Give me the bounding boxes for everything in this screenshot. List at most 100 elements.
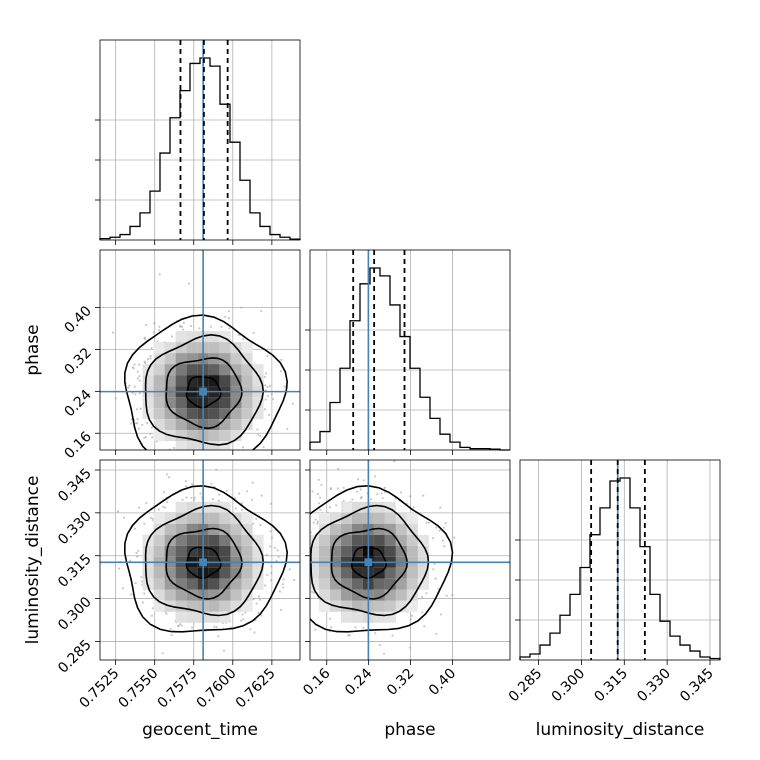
sample-point-phase-vs-luminosity-distance (439, 613, 442, 616)
sample-point-geocent-time-vs-luminosity-distance (215, 468, 218, 471)
ytick-label-luminosity-distance: 0.330 (55, 508, 95, 548)
sample-point-phase-vs-luminosity-distance (409, 495, 412, 498)
sample-point-phase-vs-luminosity-distance (369, 498, 373, 501)
sample-point-phase-vs-luminosity-distance (329, 488, 333, 491)
sample-point-geocent-time-vs-phase (268, 385, 272, 388)
sample-point-phase-vs-luminosity-distance (306, 575, 308, 577)
sample-point-geocent-time-vs-phase (112, 331, 115, 334)
hist-frame-luminosity-distance (519, 459, 721, 661)
sample-point-geocent-time-vs-phase (149, 432, 152, 435)
density-bin-geocent-time-vs-phase (186, 430, 198, 442)
sample-point-phase-vs-luminosity-distance (357, 478, 360, 481)
sample-point-geocent-time-vs-luminosity-distance (280, 608, 283, 612)
density-bin-geocent-time-vs-phase (186, 364, 198, 376)
sample-point-phase-vs-luminosity-distance (304, 547, 306, 549)
density-bin-phase-vs-luminosity-distance (340, 611, 352, 623)
sample-point-geocent-time-vs-phase (207, 455, 209, 457)
density-bin-geocent-time-vs-luminosity-distance (153, 523, 165, 535)
sample-point-geocent-time-vs-luminosity-distance (269, 530, 272, 533)
sample-point-geocent-time-vs-luminosity-distance (177, 666, 179, 668)
density-bin-geocent-time-vs-phase (219, 430, 231, 442)
density-bin-geocent-time-vs-luminosity-distance (208, 600, 220, 612)
density-bin-geocent-time-vs-luminosity-distance (230, 578, 242, 590)
sample-point-geocent-time-vs-phase (240, 456, 242, 458)
sample-point-phase-vs-luminosity-distance (362, 626, 365, 629)
sample-point-geocent-time-vs-phase (228, 327, 231, 330)
density-bin-geocent-time-vs-luminosity-distance (219, 589, 231, 601)
density-bin-phase-vs-luminosity-distance (395, 589, 407, 601)
sample-point-geocent-time-vs-luminosity-distance (140, 576, 143, 579)
density-bin-phase-vs-luminosity-distance (373, 534, 385, 546)
density-bin-phase-vs-luminosity-distance (395, 534, 407, 546)
sample-point-phase-vs-luminosity-distance (441, 539, 444, 542)
sample-point-geocent-time-vs-phase (138, 427, 141, 430)
density-bin-geocent-time-vs-phase (241, 397, 253, 409)
sample-point-geocent-time-vs-luminosity-distance (181, 498, 184, 501)
sample-point-geocent-time-vs-phase (182, 321, 185, 324)
contour-phase-vs-luminosity-distance (310, 484, 454, 633)
density-bin-geocent-time-vs-luminosity-distance (208, 589, 220, 601)
sample-point-geocent-time-vs-luminosity-distance (257, 595, 261, 598)
sample-point-geocent-time-vs-phase (136, 418, 139, 421)
density-bin-geocent-time-vs-luminosity-distance (219, 578, 231, 590)
sample-point-phase-vs-luminosity-distance (412, 506, 415, 509)
density-bin-phase-vs-luminosity-distance (318, 523, 330, 535)
sample-point-geocent-time-vs-phase (136, 422, 139, 425)
sample-point-geocent-time-vs-luminosity-distance (129, 559, 132, 562)
ytick-label-luminosity-distance: 0.300 (55, 594, 95, 634)
sample-point-phase-vs-luminosity-distance (314, 518, 317, 521)
sample-point-phase-vs-luminosity-distance (420, 595, 424, 599)
sample-point-geocent-time-vs-phase (260, 309, 263, 312)
density-bin-geocent-time-vs-luminosity-distance (164, 567, 176, 579)
sample-point-geocent-time-vs-phase (158, 325, 161, 328)
sample-point-geocent-time-vs-phase (263, 408, 267, 411)
sample-point-geocent-time-vs-phase (143, 336, 146, 339)
density-bin-geocent-time-vs-phase (175, 397, 187, 409)
sample-point-geocent-time-vs-luminosity-distance (252, 598, 255, 601)
sample-point-geocent-time-vs-luminosity-distance (193, 496, 196, 499)
sample-point-phase-vs-luminosity-distance (302, 538, 304, 540)
sample-point-geocent-time-vs-phase (158, 273, 161, 276)
density-bin-geocent-time-vs-phase (219, 364, 231, 376)
density-bin-geocent-time-vs-phase (219, 419, 231, 431)
sample-point-geocent-time-vs-luminosity-distance (199, 492, 202, 495)
density-bin-geocent-time-vs-luminosity-distance (241, 545, 253, 557)
density-bin-geocent-time-vs-luminosity-distance (219, 567, 231, 579)
hist-frame-phase (309, 249, 511, 451)
sample-point-geocent-time-vs-luminosity-distance (281, 583, 284, 586)
sample-point-geocent-time-vs-phase (189, 324, 193, 327)
sample-point-geocent-time-vs-phase (241, 446, 244, 449)
density-bin-phase-vs-luminosity-distance (395, 567, 407, 579)
sample-point-geocent-time-vs-phase (150, 426, 153, 429)
density-bin-geocent-time-vs-phase (252, 375, 264, 387)
xtick-label-luminosity-distance: 0.315 (591, 666, 631, 706)
density-bin-geocent-time-vs-phase (186, 441, 198, 450)
density-bin-phase-vs-luminosity-distance (406, 523, 418, 535)
density-bin-geocent-time-vs-luminosity-distance (241, 578, 253, 590)
sample-point-geocent-time-vs-phase (157, 328, 161, 332)
sample-point-geocent-time-vs-phase (240, 306, 243, 309)
histogram-phase (309, 267, 510, 451)
sample-point-geocent-time-vs-phase (271, 398, 275, 401)
sample-point-phase-vs-luminosity-distance (316, 522, 319, 525)
density-bin-geocent-time-vs-phase (175, 353, 187, 365)
sample-point-geocent-time-vs-phase (151, 436, 154, 439)
sample-point-phase-vs-luminosity-distance (297, 621, 299, 623)
sample-point-phase-vs-luminosity-distance (317, 478, 320, 481)
sample-point-phase-vs-luminosity-distance (381, 497, 384, 500)
density-bin-phase-vs-luminosity-distance (351, 534, 363, 546)
sample-point-geocent-time-vs-luminosity-distance (168, 476, 171, 479)
ytick-label-luminosity-distance: 0.285 (55, 637, 95, 677)
xtick-label-geocent-time: 0.7550 (116, 666, 162, 712)
sample-point-geocent-time-vs-luminosity-distance (184, 480, 187, 483)
ylabel-phase: phase (23, 324, 43, 375)
sample-point-geocent-time-vs-phase (182, 328, 185, 331)
sample-point-phase-vs-luminosity-distance (316, 520, 319, 523)
sample-point-phase-vs-luminosity-distance (427, 521, 430, 524)
density-bin-geocent-time-vs-luminosity-distance (219, 600, 231, 612)
sample-point-phase-vs-luminosity-distance (347, 634, 350, 637)
density-bin-geocent-time-vs-phase (175, 419, 187, 431)
density-bin-phase-vs-luminosity-distance (384, 501, 396, 513)
density-bin-geocent-time-vs-luminosity-distance (230, 567, 242, 579)
sample-point-geocent-time-vs-luminosity-distance (270, 579, 273, 582)
